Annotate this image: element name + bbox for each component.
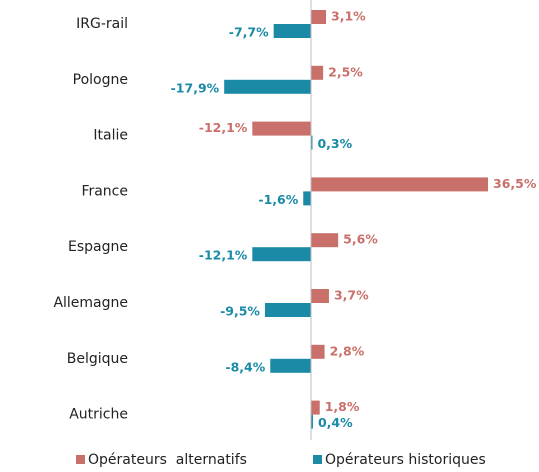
legend-swatch (76, 455, 85, 464)
bar (311, 65, 324, 80)
value-label: -9,5% (220, 304, 260, 319)
legend-label: Opérateurs historiques (325, 452, 486, 468)
bar (224, 79, 311, 94)
value-label: -12,1% (199, 248, 248, 263)
category-label: Espagne (68, 239, 128, 255)
bar (273, 24, 311, 38)
bar (252, 121, 311, 136)
category-label: Allemagne (53, 295, 128, 311)
bar (311, 400, 320, 415)
category-label: Pologne (73, 72, 128, 88)
category-label: France (81, 183, 128, 199)
bar (311, 177, 489, 192)
value-label: 2,5% (328, 64, 363, 79)
value-label: 0,3% (317, 136, 352, 151)
bar (264, 303, 311, 317)
value-label: -17,9% (171, 80, 220, 95)
value-label: -1,6% (258, 192, 298, 207)
value-label: -12,1% (199, 120, 248, 135)
category-label: Autriche (69, 407, 128, 423)
legend-swatch (313, 455, 322, 464)
value-label: 3,7% (334, 288, 369, 303)
bar (252, 247, 311, 262)
category-label: Italie (93, 128, 128, 144)
bar (311, 414, 313, 429)
category-label: IRG-rail (76, 16, 128, 32)
legend-label: Opérateurs alternatifs (88, 452, 247, 468)
value-label: 0,4% (318, 415, 353, 430)
value-label: -8,4% (225, 359, 265, 374)
bar (311, 289, 329, 303)
bar (303, 191, 311, 206)
bar (311, 344, 325, 359)
bar (311, 135, 313, 150)
bar (270, 358, 311, 373)
value-label: 36,5% (493, 176, 537, 191)
value-label: 3,1% (331, 9, 366, 24)
value-label: -7,7% (229, 25, 269, 40)
value-label: 1,8% (325, 399, 360, 414)
bar (311, 10, 327, 24)
bar (311, 233, 339, 248)
value-label: 2,8% (330, 343, 365, 358)
category-label: Belgique (67, 351, 128, 367)
value-label: 5,6% (343, 232, 378, 247)
